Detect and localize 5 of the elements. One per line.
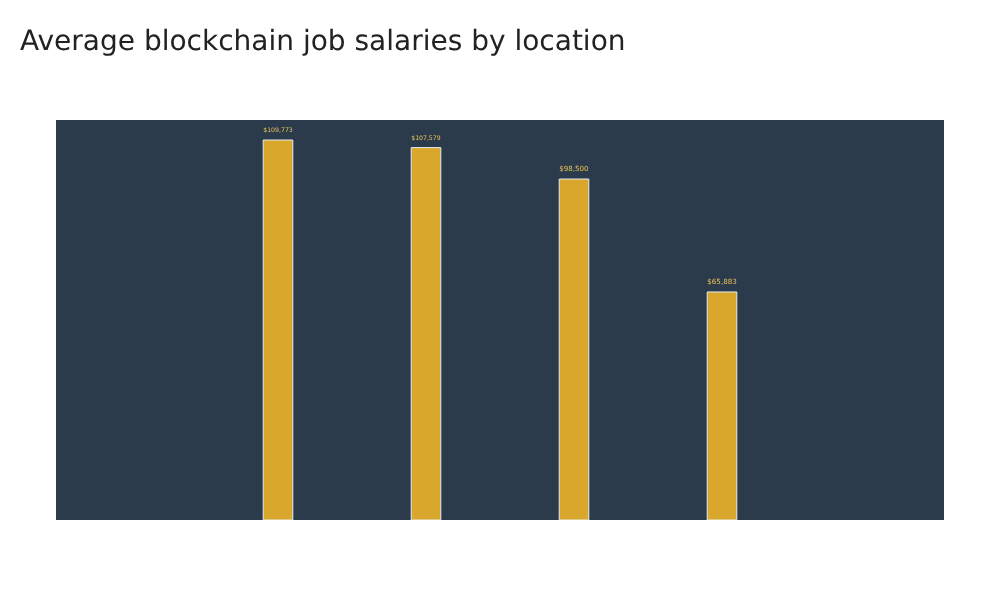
chart-title: Average blockchain job salaries by location [20,25,626,58]
bar [262,139,294,520]
bar [410,147,442,520]
bar [706,291,738,520]
bar [558,178,590,520]
